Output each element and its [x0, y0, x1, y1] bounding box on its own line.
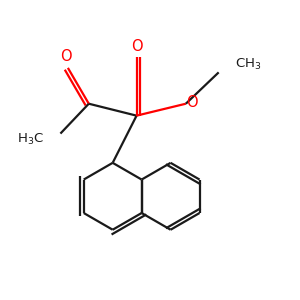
Text: H$_3$C: H$_3$C — [17, 131, 44, 146]
Text: O: O — [61, 49, 72, 64]
Text: O: O — [186, 95, 198, 110]
Text: CH$_3$: CH$_3$ — [235, 57, 262, 72]
Text: O: O — [131, 39, 142, 54]
